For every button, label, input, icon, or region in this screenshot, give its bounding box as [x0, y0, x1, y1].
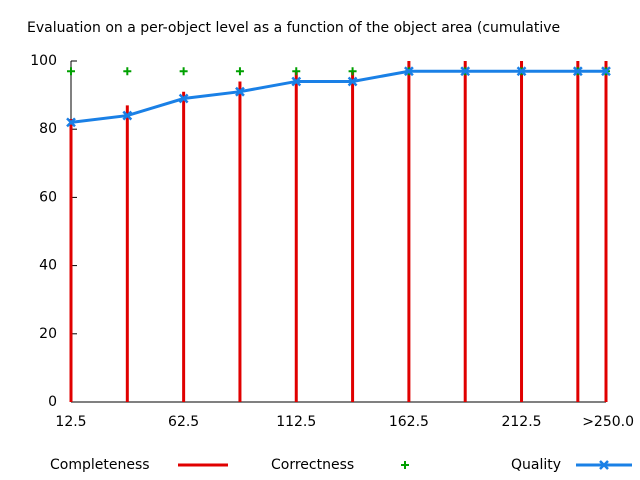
marker [291, 76, 302, 87]
marker [572, 66, 583, 77]
chart-title: Evaluation on a per-object level as a fu… [27, 20, 560, 36]
marker [460, 66, 471, 77]
x-tick-label: 62.5 [168, 414, 199, 430]
legend-label: Correctness [271, 457, 354, 473]
x-tick-label: >250.0 [582, 414, 634, 430]
marker [404, 66, 414, 77]
marker [235, 86, 245, 97]
y-tick-label: 60 [39, 189, 57, 205]
legend-label: Quality [511, 457, 561, 473]
x-tick-label: 212.5 [501, 414, 541, 430]
y-tick-label: 20 [39, 326, 57, 342]
point [292, 67, 301, 76]
marker [122, 110, 133, 121]
x-tick-label: 162.5 [389, 414, 429, 430]
line [70, 69, 606, 124]
y-tick-label: 100 [30, 53, 57, 69]
marker [516, 66, 527, 77]
x-tick-label: 12.5 [55, 414, 86, 430]
point [179, 67, 188, 76]
marker [347, 76, 358, 87]
y-tick-label: 0 [48, 394, 57, 410]
marker [66, 117, 76, 128]
y-tick-label: 40 [39, 258, 57, 274]
point [123, 67, 132, 76]
marker [601, 66, 611, 77]
point [67, 67, 75, 76]
point [235, 67, 244, 76]
x-tick-label: 112.5 [276, 414, 316, 430]
marker [178, 93, 189, 104]
legend-swatch [401, 461, 409, 469]
y-tick-label: 80 [39, 121, 57, 137]
legend-label: Completeness [50, 457, 150, 473]
point [348, 67, 357, 76]
legend-marker [599, 460, 609, 470]
